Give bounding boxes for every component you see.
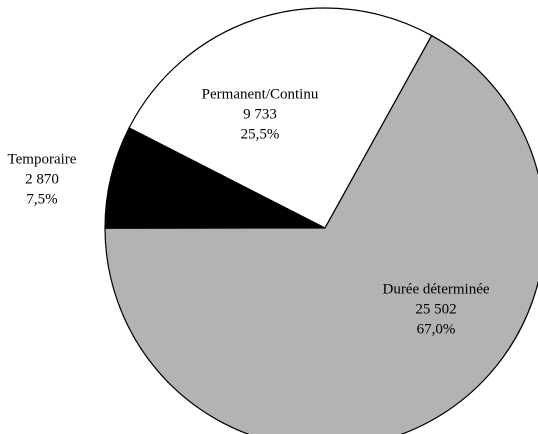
slice-value-label: 9 733 [243,106,277,122]
pie-slice [104,127,326,229]
slice-label: Temporaire [8,151,77,167]
slice-value-label: 25 502 [415,301,456,317]
slice-label: Permanent/Continu [202,86,319,102]
pie-slice [128,7,433,229]
slice-percent-label: 7,5% [26,191,57,207]
pie-slice [104,34,538,434]
slice-percent-label: 67,0% [417,321,456,337]
slice-percent-label: 25,5% [241,126,280,142]
slice-value-label: 2 870 [25,171,59,187]
slice-label: Durée déterminée [382,281,489,297]
